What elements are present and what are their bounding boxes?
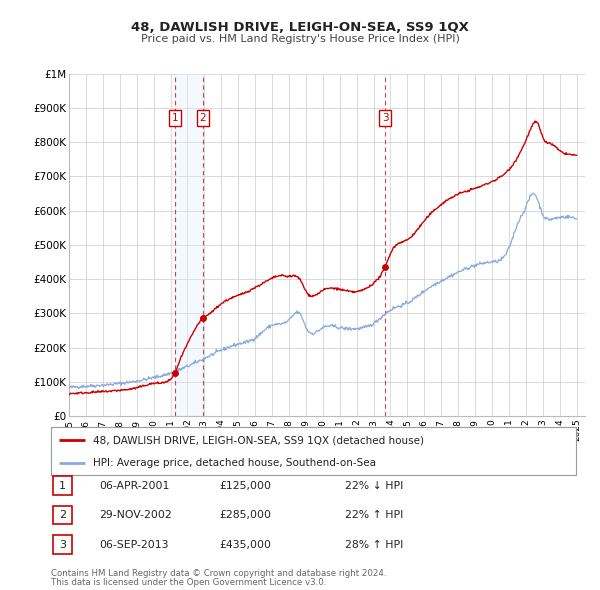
FancyBboxPatch shape xyxy=(53,506,72,525)
Text: 3: 3 xyxy=(382,113,388,123)
Text: 28% ↑ HPI: 28% ↑ HPI xyxy=(345,540,403,549)
FancyBboxPatch shape xyxy=(51,427,576,475)
Bar xyxy=(175,74,203,416)
Text: 1: 1 xyxy=(59,481,66,490)
Text: 48, DAWLISH DRIVE, LEIGH-ON-SEA, SS9 1QX (detached house): 48, DAWLISH DRIVE, LEIGH-ON-SEA, SS9 1QX… xyxy=(93,435,424,445)
FancyBboxPatch shape xyxy=(53,535,72,554)
Text: £435,000: £435,000 xyxy=(219,540,271,549)
Text: 2: 2 xyxy=(59,510,66,520)
Text: 3: 3 xyxy=(59,540,66,549)
Text: £125,000: £125,000 xyxy=(219,481,271,490)
Text: 22% ↑ HPI: 22% ↑ HPI xyxy=(345,510,403,520)
Text: 22% ↓ HPI: 22% ↓ HPI xyxy=(345,481,403,490)
Text: 2: 2 xyxy=(200,113,206,123)
Text: Contains HM Land Registry data © Crown copyright and database right 2024.: Contains HM Land Registry data © Crown c… xyxy=(51,569,386,578)
Text: 1: 1 xyxy=(172,113,178,123)
Text: This data is licensed under the Open Government Licence v3.0.: This data is licensed under the Open Gov… xyxy=(51,578,326,587)
Text: HPI: Average price, detached house, Southend-on-Sea: HPI: Average price, detached house, Sout… xyxy=(93,458,376,468)
Text: Price paid vs. HM Land Registry's House Price Index (HPI): Price paid vs. HM Land Registry's House … xyxy=(140,34,460,44)
Text: 29-NOV-2002: 29-NOV-2002 xyxy=(99,510,172,520)
Text: 06-APR-2001: 06-APR-2001 xyxy=(99,481,169,490)
FancyBboxPatch shape xyxy=(53,476,72,495)
Text: £285,000: £285,000 xyxy=(219,510,271,520)
Text: 06-SEP-2013: 06-SEP-2013 xyxy=(99,540,169,549)
Text: 48, DAWLISH DRIVE, LEIGH-ON-SEA, SS9 1QX: 48, DAWLISH DRIVE, LEIGH-ON-SEA, SS9 1QX xyxy=(131,21,469,34)
